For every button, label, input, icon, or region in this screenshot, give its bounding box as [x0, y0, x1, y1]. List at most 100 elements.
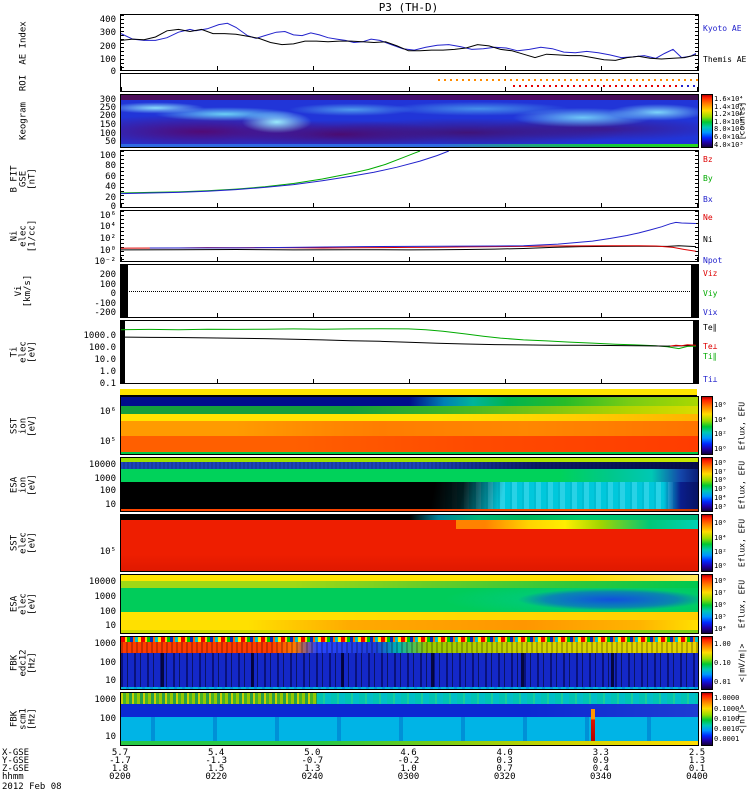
axis-value: 1.8	[111, 764, 129, 774]
panel-sst-ion: SST ion [eV] 10⁶ 10⁵ 10⁶ 10⁴ 10² 10⁰ Eflux, EFU	[0, 396, 750, 455]
y-tick-label: 10⁶	[99, 211, 116, 221]
axis-row-label: Y-GSE	[2, 756, 30, 766]
y-tick-label: 1000	[94, 695, 116, 705]
colorbar-unit-label: Eflux, EFU	[737, 401, 747, 450]
legend-te: Te∥	[703, 323, 717, 332]
legend-by: By	[703, 174, 713, 183]
roi-plot-area	[120, 73, 699, 92]
legend-themisae: Themis AE	[703, 55, 747, 64]
colorbar-tick-label: 10²	[714, 548, 727, 556]
spectrogram-band	[121, 637, 698, 643]
y-tick-label: 100	[99, 55, 116, 65]
y-tick-label: 400	[99, 15, 116, 25]
spectrogram-band	[121, 508, 698, 511]
y-tick-label: -100	[94, 299, 116, 309]
axis-value: 0.3	[496, 756, 513, 766]
edge-tick-block	[693, 321, 698, 383]
spectrogram-band	[121, 612, 698, 620]
spectrogram-band	[121, 629, 698, 633]
y-tick-label: 10000	[88, 460, 116, 470]
axis-value: 0300	[397, 772, 420, 782]
legend-viz: Viz	[703, 269, 718, 278]
axis-value: 0340	[589, 772, 612, 782]
ni-plot-area	[120, 210, 699, 262]
spectrogram-band	[121, 652, 698, 687]
time-ticks	[121, 379, 698, 383]
colorbar-tick-label: 1.6×10⁴	[714, 95, 744, 103]
y-tick-label: 1.0	[99, 367, 116, 377]
spectrogram-band	[121, 580, 698, 588]
y-tick-label: 1000	[94, 474, 116, 484]
y-tick-label: 100	[99, 714, 116, 724]
bfit-plot-area	[120, 150, 699, 208]
spectrogram-band	[121, 95, 698, 100]
y-tick-label: 10	[105, 621, 116, 631]
panel-vi-velocity: Vi [km/s] 200 100 0 -100 -200 Viz Viy Vix	[0, 264, 750, 318]
y-tick-label: 40	[105, 182, 116, 192]
axis-value: 3.3	[592, 748, 609, 758]
legend-vix: Vix	[703, 308, 718, 317]
axis-row-label: X-GSE	[2, 748, 30, 758]
colorbar-tick-label: 10⁷	[714, 468, 727, 476]
colorbar-unit-label: Eflux, EFU	[737, 579, 747, 629]
legend-viy: Viy	[703, 289, 718, 298]
colorbar-unit-label: Eflux, EFU	[737, 460, 747, 509]
right-tick-strip	[695, 151, 698, 207]
page-title: P3 (TH-D)	[378, 1, 439, 14]
y-tick-label: 10	[105, 500, 116, 510]
axis-value: 1.0	[400, 764, 417, 774]
bfit-ylabel: B FIT GSE [nT]	[9, 165, 38, 193]
y-tick-label: 10.0	[94, 355, 116, 365]
y-tick-label: 250	[99, 103, 116, 113]
fbk-scm1-spectrogram	[120, 692, 699, 746]
y-tick-label: 300	[99, 95, 116, 105]
legend-bx: Bx	[703, 195, 713, 204]
y-tick-label: 0	[110, 289, 116, 299]
time-ticks	[121, 257, 698, 261]
colorbar-tick-label: 10⁰	[714, 562, 727, 570]
sst-elec-colorbar	[701, 514, 713, 572]
axis-value: 0.4	[592, 764, 609, 774]
y-tick-label: 100	[99, 607, 116, 617]
legend-bz: Bz	[703, 155, 713, 164]
y-tick-label: 200	[99, 42, 116, 52]
y-tick-label: 1000.0	[83, 331, 116, 341]
ae-ylabel: AE Index	[18, 20, 29, 65]
y-tick-label: 10⁶	[99, 407, 116, 417]
colorbar-tick-label: 0.0010	[714, 725, 740, 733]
spectrogram-band	[121, 458, 698, 462]
axis-value: 4.6	[400, 748, 417, 758]
y-tick-label: 200	[99, 270, 116, 280]
spectrogram-band	[121, 461, 698, 469]
time-ticks	[121, 203, 698, 207]
y-tick-label: 10⁻²	[94, 257, 116, 267]
axis-value: -0.7	[301, 756, 324, 766]
colorbar-tick-label: 8.0×10³	[714, 125, 744, 133]
spectrogram-band	[121, 414, 698, 421]
legend-ti: Ti∥	[703, 352, 717, 361]
y-tick-label: 10⁵	[99, 437, 116, 447]
time-ticks	[121, 313, 698, 317]
colorbar-tick-label: 0.0100	[714, 715, 740, 723]
colorbar-tick-label: 10²	[714, 430, 727, 438]
legend-ne: Ne	[703, 213, 713, 222]
spectrogram-band	[121, 619, 698, 630]
spectrogram-band	[121, 420, 698, 436]
fbk-scm1-colorbar	[701, 692, 713, 746]
axis-value: 4.0	[496, 748, 513, 758]
colorbar-tick-label: 10⁷	[714, 589, 727, 597]
fbk-edc12-colorbar	[701, 636, 713, 690]
legend-npot: Npot	[703, 256, 723, 265]
right-tick-strip	[695, 211, 698, 261]
panel-esa-elec: ESA elec [eV] 10000 1000 100 10 10⁸ 10⁷ 10⁶ 10⁵ 1…	[0, 574, 750, 634]
colorbar-tick-label: 1.0000	[714, 694, 740, 702]
axis-value: 5.7	[111, 748, 129, 758]
colorbar-tick-label: 10⁸	[714, 577, 727, 585]
colorbar-tick-label: 10⁵	[714, 613, 727, 621]
panel-roi: ROI	[0, 73, 750, 92]
date-label: 2012 Feb 08	[2, 782, 62, 792]
ti-series-plot	[121, 328, 696, 350]
legend-kyotoae: Kyoto AE	[703, 24, 742, 33]
colorbar-tick-label: 10⁵	[714, 485, 727, 493]
axis-value: 1.3	[688, 756, 706, 766]
